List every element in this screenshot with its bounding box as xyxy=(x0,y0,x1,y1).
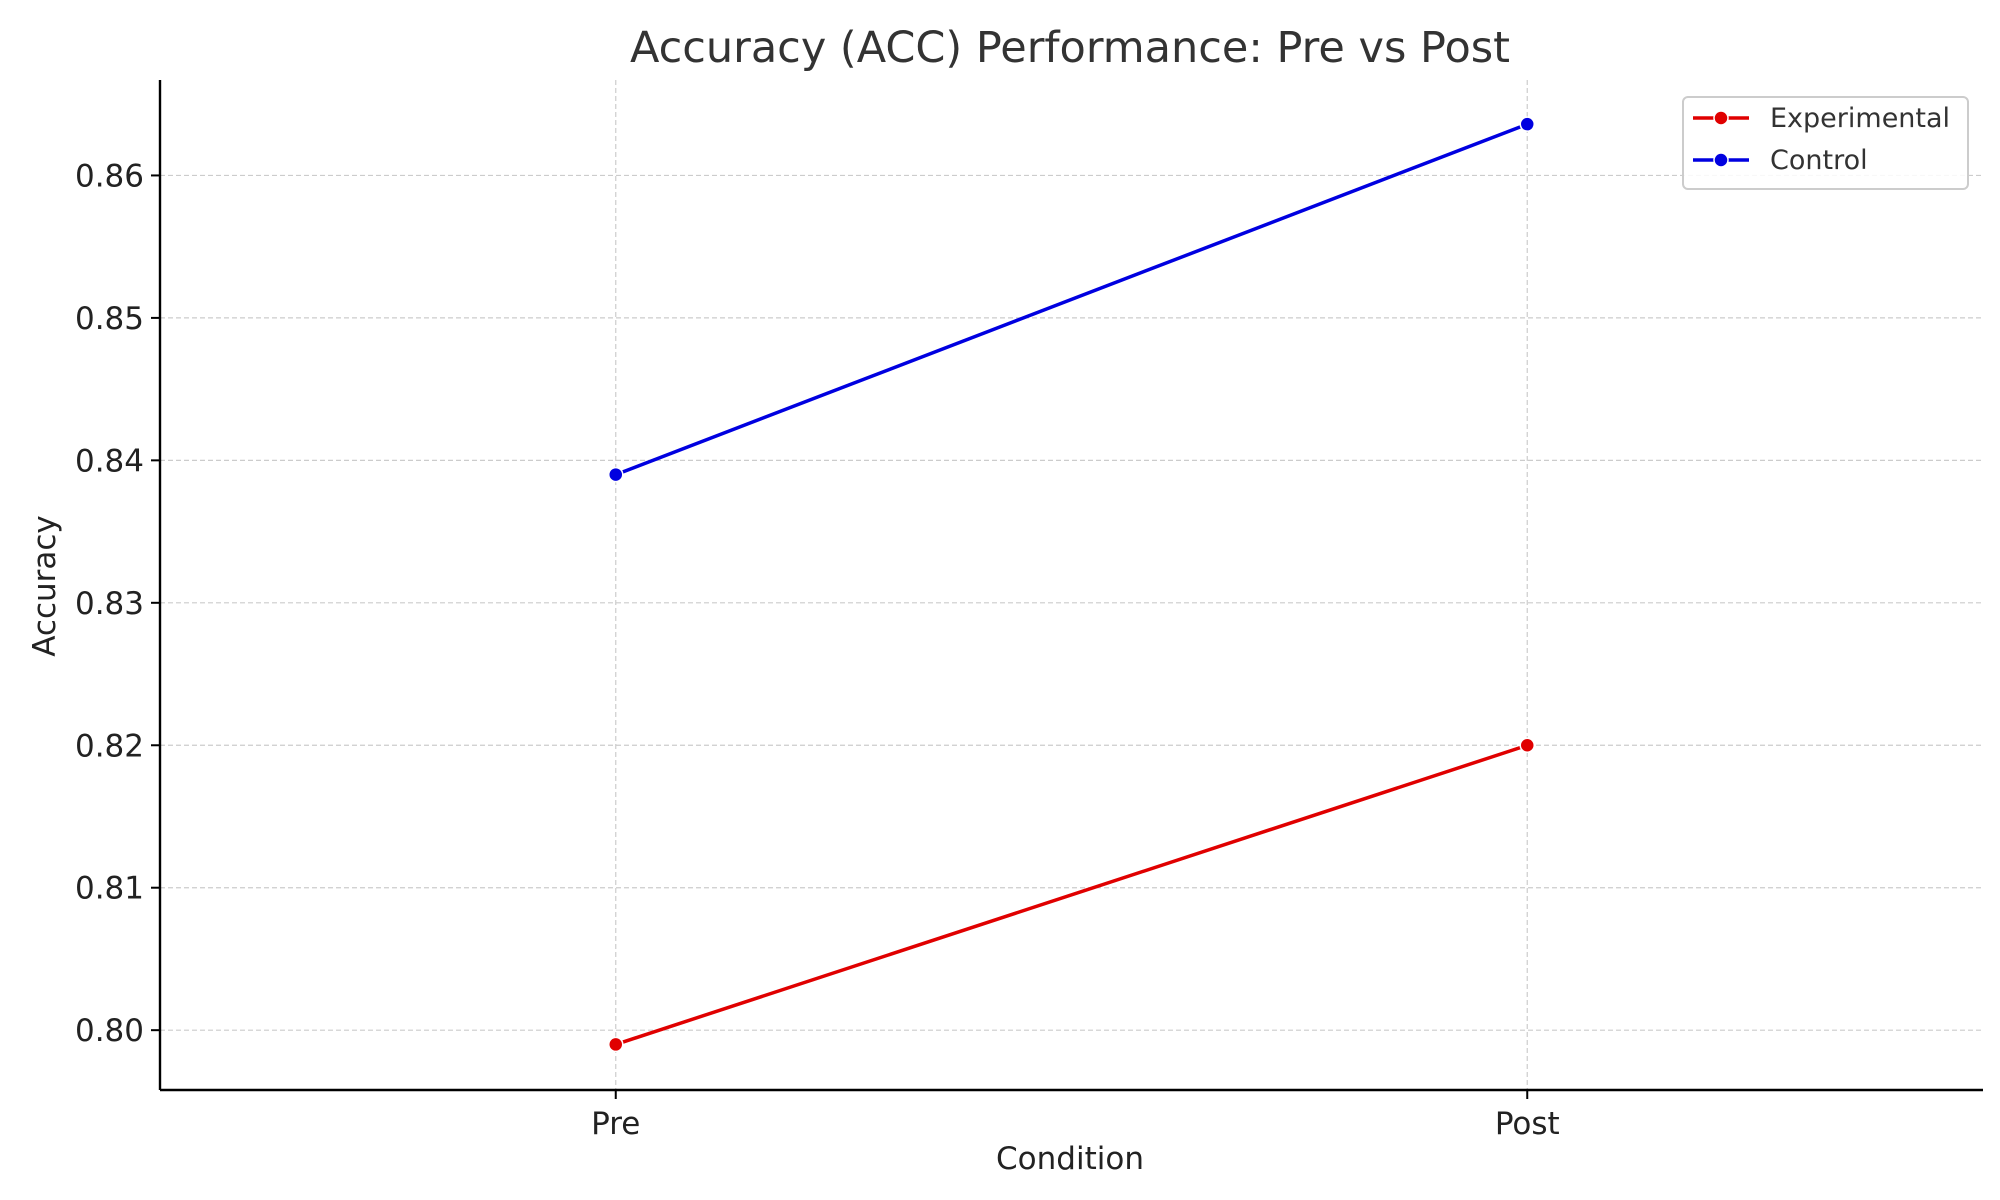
y-tick-label: 0.84 xyxy=(75,443,144,479)
y-axis-label: Accuracy xyxy=(27,515,63,657)
x-tick-label: Post xyxy=(1495,1106,1560,1142)
legend-marker-experimental xyxy=(1713,110,1729,126)
data-point-control xyxy=(1519,116,1535,132)
grid xyxy=(160,80,1983,1090)
x-tick-label: Pre xyxy=(591,1106,640,1142)
series-line-control xyxy=(615,122,1528,477)
y-axis-ticks: 0.80 0.81 0.82 0.83 0.84 0.85 0.86 xyxy=(75,158,160,1049)
axes xyxy=(158,80,1983,1092)
plot-area xyxy=(608,116,1535,1053)
legend-marker-control xyxy=(1713,152,1729,168)
chart-title: Accuracy (ACC) Performance: Pre vs Post xyxy=(630,23,1510,73)
legend-label-experimental: Experimental xyxy=(1770,103,1950,134)
y-tick-label: 0.81 xyxy=(75,871,144,907)
legend-box xyxy=(1682,96,1969,190)
data-point-experimental xyxy=(608,1036,624,1053)
x-axis-ticks: Pre Post xyxy=(591,1090,1560,1142)
y-tick-label: 0.80 xyxy=(75,1013,144,1049)
series-line-experimental xyxy=(615,743,1528,1047)
data-point-experimental xyxy=(1519,737,1535,754)
x-axis-label: Condition xyxy=(996,1141,1144,1177)
legend-label-control: Control xyxy=(1770,145,1868,176)
y-tick-label: 0.86 xyxy=(75,158,144,194)
y-tick-label: 0.85 xyxy=(75,301,144,337)
y-tick-label: 0.82 xyxy=(75,728,144,764)
data-point-control xyxy=(608,466,624,483)
y-tick-label: 0.83 xyxy=(75,586,144,622)
legend: Experimental Control xyxy=(1682,96,1969,190)
